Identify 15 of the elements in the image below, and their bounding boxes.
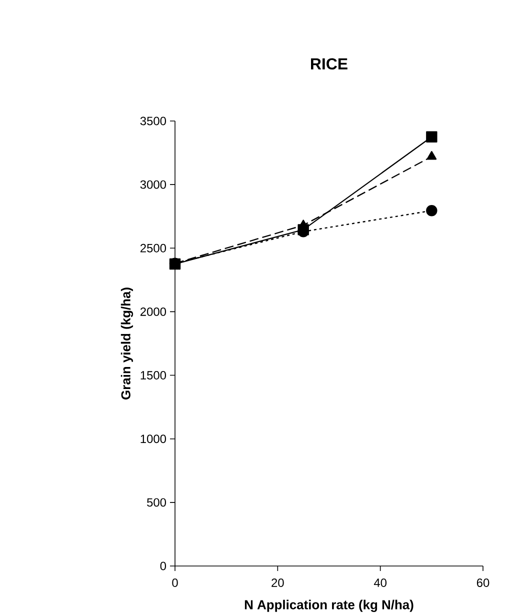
x-tick-label: 0 bbox=[172, 578, 178, 587]
y-tick-label: 2500 bbox=[140, 244, 166, 252]
x-axis-title: N Application rate (kg N/ha) bbox=[244, 600, 414, 612]
y-axis-title: Grain yield (kg/ha) bbox=[120, 288, 134, 400]
y-tick-label: 1500 bbox=[140, 371, 166, 380]
y-tick-label: 3500 bbox=[140, 116, 166, 126]
y-tick-label: 500 bbox=[147, 498, 166, 507]
x-tick-label: 40 bbox=[374, 578, 387, 587]
y-tick-label: 3000 bbox=[140, 180, 166, 189]
y-tick-label: 0 bbox=[160, 562, 166, 570]
chart-title: RICE bbox=[311, 58, 348, 70]
y-tick-label: 1000 bbox=[140, 434, 166, 444]
x-tick-label: 60 bbox=[476, 578, 490, 587]
y-tick-label: 2000 bbox=[140, 307, 166, 316]
x-tick-label: 20 bbox=[272, 578, 284, 587]
